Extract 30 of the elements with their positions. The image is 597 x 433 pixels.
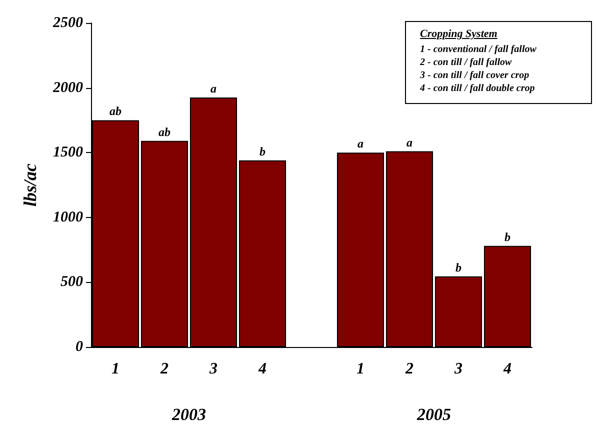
data-label: b (504, 230, 510, 244)
annotation: 4 - con till / fall double crop (420, 82, 536, 95)
x-tick-label: 3 (454, 360, 462, 378)
x-tick-label: 4 (502, 360, 512, 378)
y-tick-label: 0 (76, 339, 84, 355)
annotation: 1 - conventional / fall fallow (420, 43, 538, 56)
x-tick-label: 2 (404, 360, 414, 378)
annotation: 2 - con till / fall fallow (420, 56, 513, 69)
text: 2003 (171, 405, 206, 424)
y-axis-title: lbs/ac (20, 163, 40, 206)
x-tick-label: 2 (160, 360, 168, 378)
data-label: a (358, 136, 364, 151)
x-tick-label: 1 (356, 360, 364, 378)
y-tick-label: 2000 (52, 80, 84, 96)
data-label: ab (110, 104, 122, 118)
y-tick-label: 1500 (53, 144, 84, 161)
x-tick-label: 1 (112, 360, 120, 378)
data-label: b (260, 144, 266, 158)
annotation: 3 - con till / fall cover crop (420, 69, 530, 82)
x-tick-label: 3 (208, 360, 218, 378)
y-tick-label: 2500 (52, 15, 84, 31)
data-label: a (210, 82, 216, 96)
text: 2005 (416, 405, 452, 424)
x-tick-label: 4 (258, 360, 266, 378)
data-label: ab (158, 124, 170, 139)
y-tick-label: 500 (60, 274, 84, 290)
data-label: a (406, 135, 412, 150)
legend-title: Cropping System (420, 28, 498, 40)
y-tick-label: 1000 (53, 209, 84, 226)
data-label: b (456, 260, 462, 274)
